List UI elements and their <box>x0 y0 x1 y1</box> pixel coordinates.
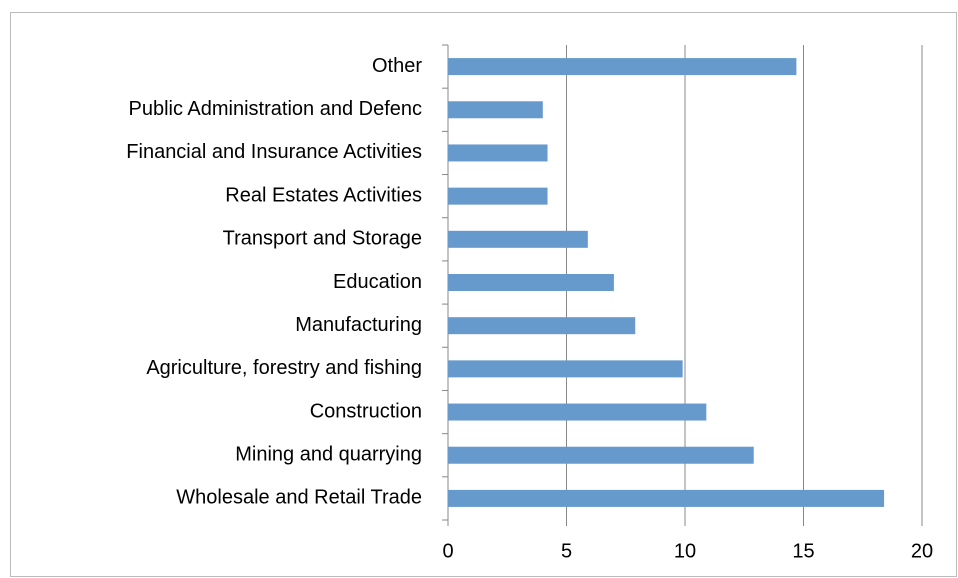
y-tick-label: Public Administration and Defenc <box>129 98 423 120</box>
x-tick-label: 5 <box>561 540 572 562</box>
bar <box>448 230 588 248</box>
bar <box>448 187 548 205</box>
bar <box>448 58 797 76</box>
y-tick-label: Construction <box>310 400 422 422</box>
bar <box>448 446 754 464</box>
x-tick-label: 10 <box>674 540 696 562</box>
y-tick-label: Education <box>333 271 422 293</box>
x-tick-label: 20 <box>911 540 933 562</box>
y-tick-label: Agriculture, forestry and fishing <box>146 357 422 379</box>
bar <box>448 144 548 162</box>
bar <box>448 489 885 507</box>
y-tick-label: Transport and Storage <box>223 228 422 250</box>
x-tick-label: 0 <box>442 540 453 562</box>
bar <box>448 403 707 421</box>
y-tick-label: Wholesale and Retail Trade <box>176 487 422 509</box>
bar <box>448 317 636 335</box>
x-tick-label: 15 <box>792 540 814 562</box>
bar <box>448 101 543 119</box>
y-tick-label: Mining and quarrying <box>235 444 422 466</box>
y-tick-label: Financial and Insurance Activities <box>126 141 422 163</box>
bar <box>448 360 683 378</box>
bar <box>448 274 614 291</box>
y-tick-label: Real Estates Activities <box>225 184 422 206</box>
y-tick-label: Other <box>372 55 422 77</box>
y-tick-label: Manufacturing <box>295 314 422 336</box>
